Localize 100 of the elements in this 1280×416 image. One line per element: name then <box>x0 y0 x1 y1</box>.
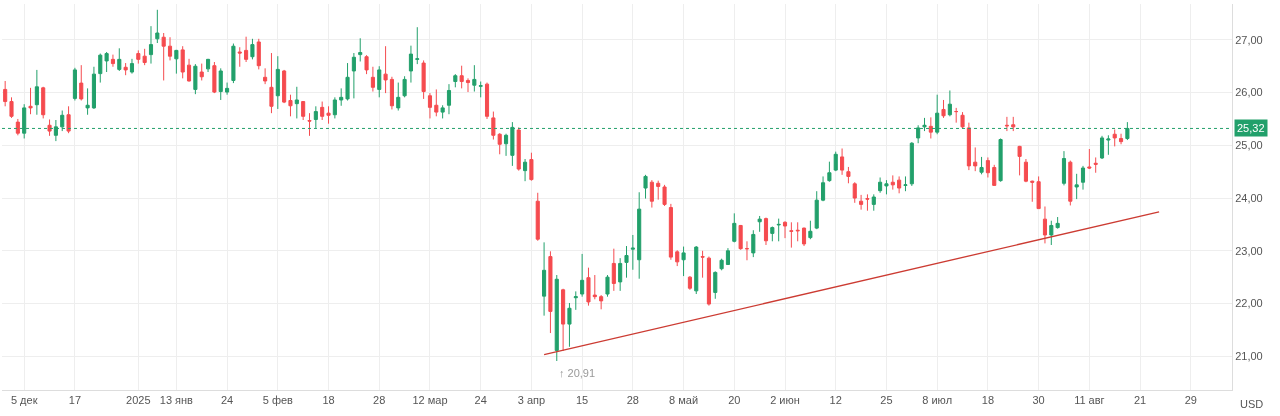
x-tick-label: 17 <box>68 394 82 407</box>
y-tick-label: 21,00 <box>1235 350 1263 363</box>
candlestick <box>148 25 154 65</box>
candlestick <box>738 224 743 251</box>
candlestick <box>985 156 990 178</box>
candlestick <box>1093 156 1098 174</box>
candlestick <box>1042 205 1048 244</box>
candlestick <box>237 46 242 68</box>
x-tick-label: 5 дек <box>10 394 38 407</box>
candlestick <box>358 37 363 62</box>
y-tick-label: 23,00 <box>1235 244 1263 257</box>
x-tick-label: 5 фев <box>262 394 294 407</box>
x-tick-label: 12 <box>829 394 842 407</box>
candlestick <box>465 77 471 93</box>
candlestick <box>98 53 103 84</box>
candlestick <box>402 75 407 98</box>
candlestick <box>1030 180 1035 203</box>
candlestick <box>396 82 401 112</box>
candlestick <box>827 161 832 183</box>
candlestick <box>833 151 838 172</box>
candlestick <box>250 38 255 60</box>
x-tick-label: 25 <box>880 394 893 407</box>
candlestick <box>497 132 502 155</box>
candlestick <box>928 116 933 139</box>
candlestick <box>725 247 731 265</box>
candlestick <box>586 267 591 307</box>
candlestick <box>459 65 464 89</box>
candlestick <box>484 82 490 120</box>
candlestick <box>421 59 426 100</box>
candlestick <box>694 245 699 295</box>
x-tick-label: 11 авг <box>1074 394 1105 407</box>
candlestick <box>909 141 914 187</box>
candlestick <box>129 58 135 75</box>
candlestick <box>326 105 331 125</box>
y-tick-label: 22,00 <box>1235 297 1263 310</box>
x-tick-label: 28 <box>626 394 639 407</box>
candlestick <box>206 58 211 73</box>
candlestick <box>244 36 249 63</box>
candlestick <box>1011 116 1016 132</box>
candlestick <box>611 248 616 292</box>
candlestick <box>218 67 223 101</box>
candlestick <box>618 257 623 292</box>
candlestick <box>554 274 559 362</box>
candlestick <box>637 191 642 280</box>
candlestick <box>104 51 109 73</box>
candlestick <box>307 112 312 137</box>
candlestick <box>440 104 445 119</box>
candlestick <box>212 61 217 94</box>
candlestick <box>592 274 597 300</box>
candlestick <box>370 66 375 93</box>
candlestick <box>91 66 96 110</box>
candlestick <box>713 270 718 300</box>
candlestick <box>167 36 173 61</box>
candlestick <box>814 190 819 230</box>
x-tick-label: 29 <box>1184 394 1197 407</box>
candlestick <box>117 47 122 72</box>
x-tick-label: 18 <box>322 394 335 407</box>
candlestick <box>1074 173 1079 200</box>
candlestick <box>123 62 128 76</box>
candlestick <box>687 275 692 291</box>
candlestick <box>719 258 724 271</box>
candlestick <box>776 218 781 242</box>
candlestick <box>561 288 566 352</box>
candlestick <box>649 179 654 209</box>
candlestick <box>840 147 845 176</box>
candlestick <box>979 156 984 175</box>
candlestick <box>681 246 686 277</box>
candlestick <box>706 256 711 307</box>
candlestick <box>757 215 762 233</box>
candlestick <box>821 175 826 202</box>
x-tick-label: 8 май <box>669 394 699 407</box>
y-tick-label: 26,00 <box>1235 86 1263 99</box>
candlestick <box>1061 150 1067 186</box>
candlestick <box>859 194 864 211</box>
candlestick <box>744 240 750 261</box>
ref-line-label: 25,32 <box>1237 122 1265 134</box>
candlestick <box>662 184 667 207</box>
candlestick <box>542 241 547 317</box>
candlestick <box>548 250 553 334</box>
y-tick-label: 27,00 <box>1235 33 1263 46</box>
candlestick <box>580 253 585 298</box>
candlestick <box>1004 116 1009 132</box>
x-tick-label: 24 <box>474 394 487 407</box>
candlestick <box>453 73 458 88</box>
candlestick <box>516 126 521 172</box>
candlestick <box>79 64 84 101</box>
candlestick <box>770 226 775 242</box>
candlestick <box>801 227 807 247</box>
x-tick-label: 3 апр <box>517 394 546 407</box>
candlestick <box>34 69 39 116</box>
candlestick <box>294 86 299 119</box>
candlestick <box>225 82 230 96</box>
candlestick <box>624 245 629 279</box>
candlestick <box>1080 165 1086 191</box>
candlestick <box>751 229 756 258</box>
candlestick <box>573 290 578 311</box>
candlestick <box>1068 160 1073 206</box>
candlestick <box>446 83 452 115</box>
candlestick <box>155 9 160 44</box>
y-tick-label: 25,00 <box>1235 139 1263 152</box>
